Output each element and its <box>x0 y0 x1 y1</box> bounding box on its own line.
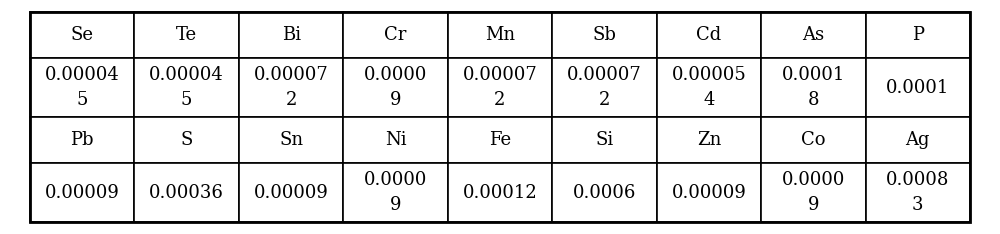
Text: 0.00004
5: 0.00004 5 <box>149 66 224 109</box>
Text: 0.00009: 0.00009 <box>254 184 329 202</box>
Bar <box>657 58 761 117</box>
Text: 0.00005
4: 0.00005 4 <box>672 66 746 109</box>
Text: 0.00009: 0.00009 <box>45 184 120 202</box>
Bar <box>448 163 552 222</box>
Text: Sn: Sn <box>279 131 303 149</box>
Text: Co: Co <box>801 131 826 149</box>
Text: P: P <box>912 26 924 44</box>
Text: 0.0006: 0.0006 <box>573 184 636 202</box>
Text: Fe: Fe <box>489 131 511 149</box>
Bar <box>657 12 761 58</box>
Bar <box>552 12 657 58</box>
Bar <box>239 58 343 117</box>
Bar <box>866 117 970 163</box>
Bar <box>761 12 866 58</box>
Text: 0.00007
2: 0.00007 2 <box>567 66 642 109</box>
Bar <box>343 117 448 163</box>
Bar <box>30 12 970 222</box>
Bar <box>134 58 239 117</box>
Text: 0.0000
9: 0.0000 9 <box>364 171 427 214</box>
Bar <box>343 58 448 117</box>
Text: Te: Te <box>176 26 197 44</box>
Bar <box>552 117 657 163</box>
Text: Sb: Sb <box>593 26 616 44</box>
Bar <box>448 58 552 117</box>
Bar <box>761 117 866 163</box>
Text: 0.00004
5: 0.00004 5 <box>45 66 120 109</box>
Bar <box>448 117 552 163</box>
Bar <box>448 12 552 58</box>
Text: Ni: Ni <box>385 131 406 149</box>
Bar <box>343 12 448 58</box>
Text: 0.0001: 0.0001 <box>886 79 949 96</box>
Bar <box>134 117 239 163</box>
Bar <box>761 163 866 222</box>
Text: Ag: Ag <box>906 131 930 149</box>
Text: Cr: Cr <box>384 26 407 44</box>
Text: Bi: Bi <box>282 26 301 44</box>
Text: 0.0000
9: 0.0000 9 <box>782 171 845 214</box>
Bar <box>866 163 970 222</box>
Text: 0.00012: 0.00012 <box>463 184 537 202</box>
Text: Zn: Zn <box>697 131 721 149</box>
Bar <box>657 163 761 222</box>
Text: 0.00007
2: 0.00007 2 <box>463 66 537 109</box>
Text: Si: Si <box>595 131 614 149</box>
Text: 0.0001
8: 0.0001 8 <box>782 66 845 109</box>
Bar <box>30 58 134 117</box>
Text: 0.00009: 0.00009 <box>671 184 746 202</box>
Text: 0.00007
2: 0.00007 2 <box>254 66 328 109</box>
Bar <box>552 163 657 222</box>
Bar <box>552 58 657 117</box>
Bar <box>657 117 761 163</box>
Bar <box>761 58 866 117</box>
Text: Mn: Mn <box>485 26 515 44</box>
Text: As: As <box>802 26 824 44</box>
Text: 0.0008
3: 0.0008 3 <box>886 171 949 214</box>
Bar <box>134 12 239 58</box>
Text: 0.00036: 0.00036 <box>149 184 224 202</box>
Bar <box>239 117 343 163</box>
Text: Se: Se <box>71 26 94 44</box>
Bar <box>866 12 970 58</box>
Text: 0.0000
9: 0.0000 9 <box>364 66 427 109</box>
Bar <box>239 163 343 222</box>
Bar <box>30 12 134 58</box>
Bar <box>30 117 134 163</box>
Bar <box>866 58 970 117</box>
Bar <box>134 163 239 222</box>
Bar <box>343 163 448 222</box>
Text: S: S <box>180 131 193 149</box>
Bar <box>30 163 134 222</box>
Text: Pb: Pb <box>70 131 94 149</box>
Text: Cd: Cd <box>696 26 722 44</box>
Bar <box>239 12 343 58</box>
